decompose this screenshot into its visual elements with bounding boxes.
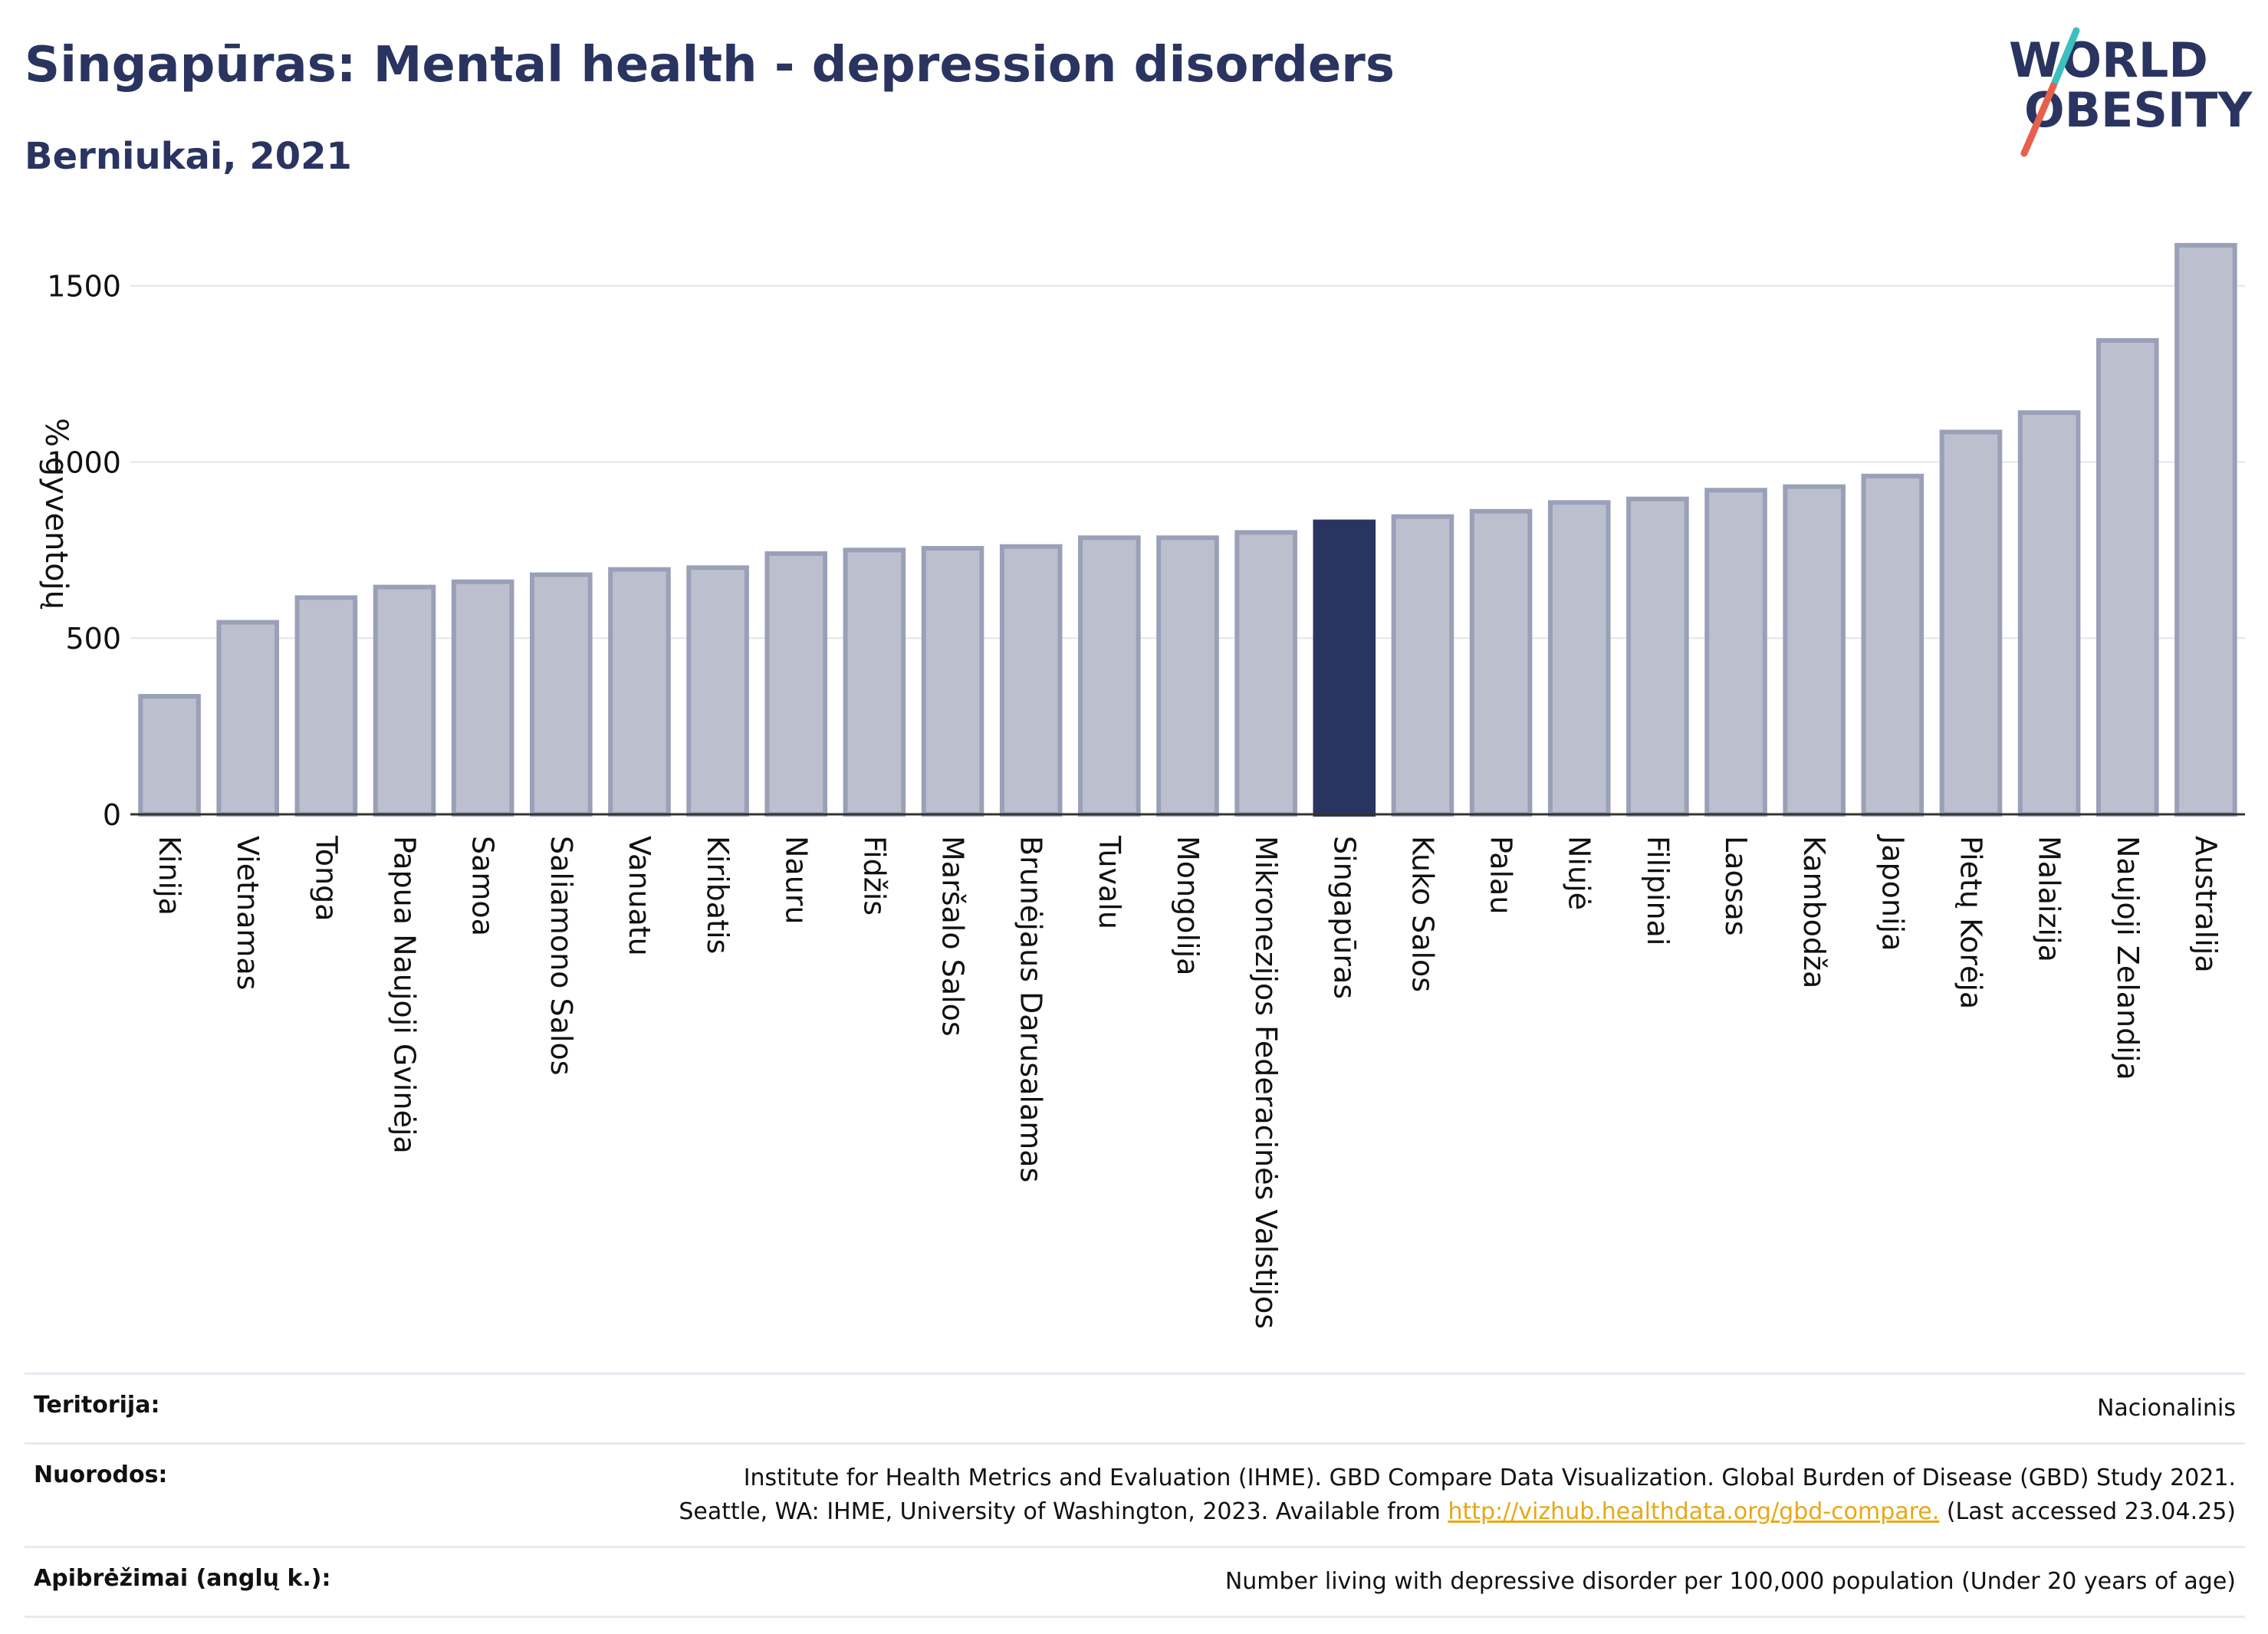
x-tick-label: Niujė [1563,836,1596,910]
bar [294,595,358,817]
territory-label: Teritorija: [34,1392,160,1419]
x-tick-label: Kambodža [1797,836,1831,988]
x-tick-label: Filipinai [1641,836,1675,945]
x-tick-label: Singapūras [1327,836,1361,999]
bar [686,565,749,817]
bar [999,544,1063,817]
y-tick-label: 1500 [47,270,121,304]
chart-title: Singapūras: Mental health - depression d… [25,37,1395,94]
metadata-table: Teritorija: Nacionalinis Nuorodos: Insti… [25,1373,2245,1618]
x-tick-label: Nauru [779,836,813,925]
references-line2-suffix: (Last accessed 23.04.25) [1939,1498,2236,1525]
x-tick-label: Naujoji Zelandija [2111,836,2145,1080]
references-line1: Institute for Health Metrics and Evaluat… [743,1465,2236,1491]
x-tick-label: Tuvalu [1093,835,1126,929]
world-obesity-logo: WORLD OBESITY [2009,27,2253,157]
bar-chart: 0 500 1000 1500 Kinija Vietnamas Tonga Papua Na… [38,242,2245,1329]
y-tick-label: 0 [103,798,121,832]
bar [764,551,828,817]
references-label: Nuorodos: [34,1461,168,1488]
bar [530,572,593,817]
x-tick-label: Vanuatu [623,836,656,956]
bars [138,242,2237,817]
y-tick-label: 500 [65,622,121,656]
bar [1391,514,1454,817]
bar [1078,535,1141,817]
x-tick-label: Vietnamas [231,836,265,990]
x-tick-label: Laosas [1719,836,1753,936]
references-line2-prefix: Seattle, WA: IHME, University of Washing… [679,1498,1448,1525]
bar [138,694,201,817]
bar [1156,535,1219,817]
bar [2095,337,2159,817]
x-tick-label: Fidžis [857,836,891,916]
bar [1626,496,1689,817]
bar [1861,473,1925,817]
bar [1469,508,1533,817]
bar [2174,242,2237,817]
x-tick-label: Papua Naujoji Gvinėja [388,836,422,1154]
x-tick-label: Kinija [153,836,186,916]
x-tick-label: Malaizija [2033,836,2066,962]
x-tick-label: Samoa [466,836,500,936]
y-tick-label: 1000 [47,445,121,479]
bar [608,567,671,817]
bar [1234,530,1297,817]
bar [1547,500,1611,817]
bar [921,546,984,817]
territory-value: Nacionalinis [2096,1395,2236,1422]
bar [1704,488,1767,817]
bar [1783,484,1846,817]
bar [216,620,280,817]
x-tick-label: Kuko Salos [1405,836,1439,992]
bar [451,579,514,817]
bar-highlight [1313,519,1376,817]
logo-slash-bottom [2020,82,2057,157]
x-tick-label: Mongolija [1171,836,1205,975]
x-tick-label: Kiribatis [701,836,735,954]
logo-slash-top [2049,27,2080,90]
y-axis-label: % gyventojų [38,418,74,610]
axes: 0 500 1000 1500 Kinija Vietnamas Tonga Papua Na… [47,270,2245,1329]
x-tick-label: Saliamono Salos [544,836,578,1076]
x-tick-label: Mikronezijos Federacinės Valstijos [1249,836,1283,1329]
territory-row: Teritorija: Nacionalinis [25,1373,2245,1442]
references-value: Institute for Health Metrics and Evaluat… [679,1461,2236,1529]
logo-line1: WORLD [2009,32,2208,88]
references-link[interactable]: http://vizhub.healthdata.org/gbd-compare… [1448,1498,1940,1525]
definitions-value: Number living with depressive disorder p… [1224,1568,2236,1595]
bar [373,584,436,817]
definitions-label: Apibrėžimai (anglų k.): [34,1565,331,1592]
bar [1939,429,2003,817]
logo-line2: OBESITY [2024,82,2253,138]
x-tick-label: Palau [1484,836,1518,914]
x-tick-label: Maršalo Salos [936,836,970,1037]
x-tick-label: Tonga [309,835,343,922]
bar [843,547,906,817]
references-row: Nuorodos: Institute for Health Metrics a… [25,1442,2245,1546]
x-tick-label: Japonija [1875,834,1909,951]
x-tick-label: Pietų Korėja [1954,836,1987,1009]
definitions-row: Apibrėžimai (anglų k.): Number living wi… [25,1546,2245,1618]
x-tick-label: Brunėjaus Darusalamas [1014,836,1048,1182]
chart-subtitle: Berniukai, 2021 [25,135,352,178]
x-tick-label: Australija [2189,836,2223,973]
bar [2017,410,2081,817]
